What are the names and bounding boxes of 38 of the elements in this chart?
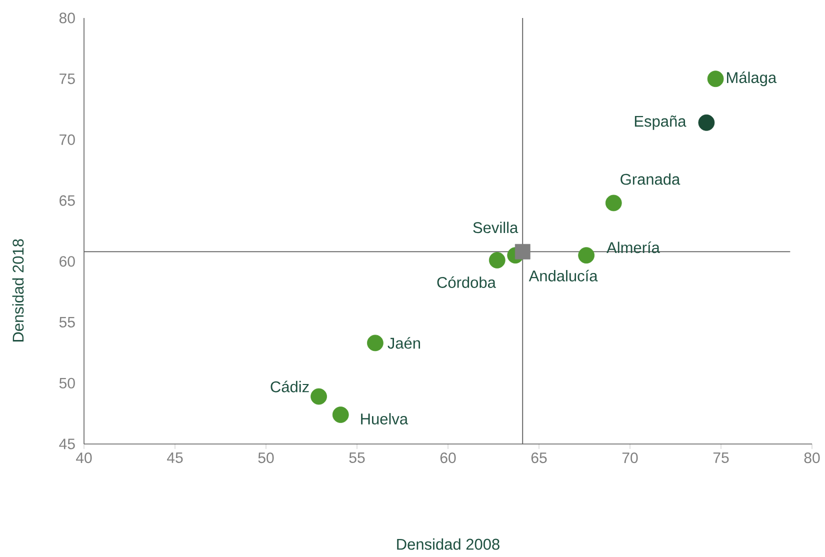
y-tick-label: 70 xyxy=(60,134,75,146)
series-label: Andalucía xyxy=(528,270,598,282)
x-axis-title: Densidad 2008 xyxy=(397,538,500,550)
y-tick-label: 75 xyxy=(60,74,75,84)
y-tick-label: 60 xyxy=(60,256,75,267)
point xyxy=(367,334,384,352)
point xyxy=(332,406,349,423)
y-tick-label: 55 xyxy=(59,317,75,328)
y-axis-title: Densidad 2018 xyxy=(12,239,24,342)
point xyxy=(698,114,715,131)
series-label: Jaén xyxy=(388,337,420,349)
series-label: Cádiz xyxy=(270,380,309,392)
point xyxy=(707,70,724,88)
y-tick-label: 80 xyxy=(59,12,75,24)
series-label: España xyxy=(634,115,686,130)
x-tick-label: 60 xyxy=(440,452,456,464)
x-tick-label: 75 xyxy=(713,452,729,463)
x-tick-label: 80 xyxy=(804,452,820,464)
x-tick-label: 40 xyxy=(76,452,92,464)
series-label: Granada xyxy=(620,173,680,185)
series-label: Málaga xyxy=(727,72,777,86)
y-tick-label: 45 xyxy=(59,438,75,450)
point xyxy=(310,388,327,405)
x-tick-label: 65 xyxy=(531,452,547,464)
series-label: Almería xyxy=(606,242,660,254)
series-label: Sevilla xyxy=(473,222,518,234)
x-tick-label: 55 xyxy=(349,452,365,463)
series-label: Huelva xyxy=(361,413,408,424)
point xyxy=(605,194,622,212)
point xyxy=(488,252,506,268)
x-tick-label: 45 xyxy=(167,452,183,463)
series-label: Córdoba xyxy=(437,276,496,288)
y-tick-label: 65 xyxy=(60,195,75,206)
point xyxy=(514,244,530,260)
x-tick-label: 50 xyxy=(258,452,274,464)
y-tick-label: 50 xyxy=(59,378,75,388)
point xyxy=(578,247,595,264)
x-tick-label: 70 xyxy=(622,452,638,464)
